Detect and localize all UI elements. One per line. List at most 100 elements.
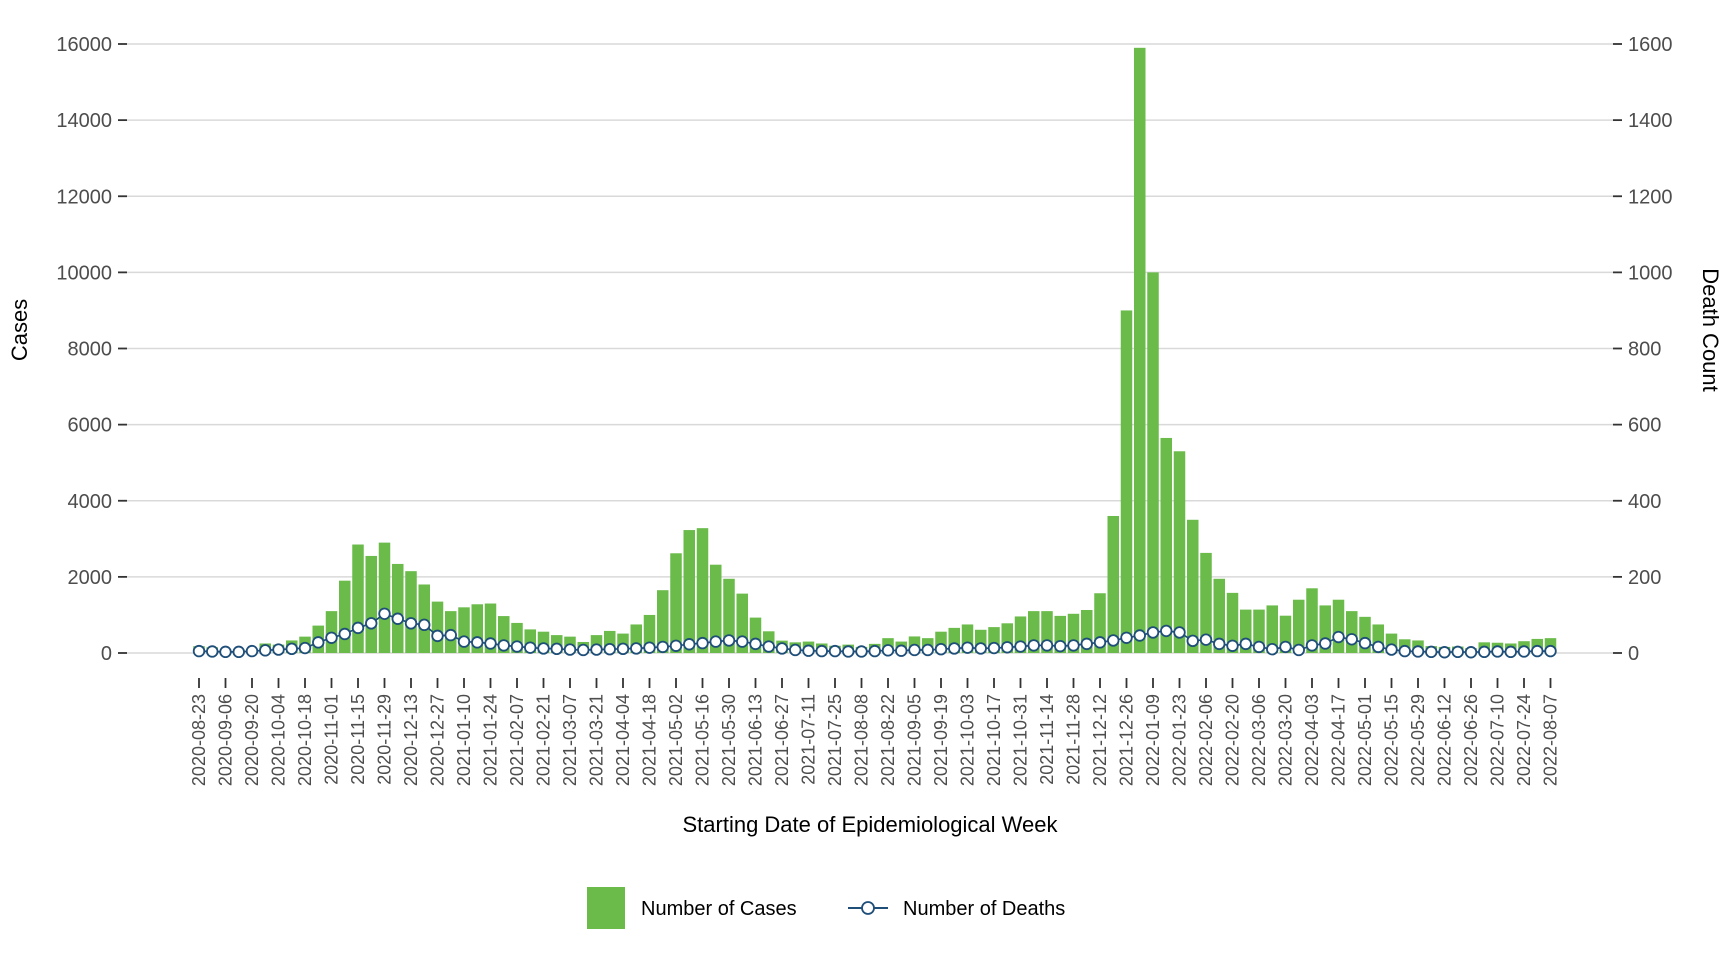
case-bar — [339, 580, 351, 653]
case-bar — [352, 544, 364, 653]
x-axis-tick-label: 2021-10-31 — [1011, 694, 1031, 786]
death-point — [1080, 637, 1093, 651]
case-bar — [1134, 47, 1146, 653]
case-bar — [683, 530, 695, 653]
death-point — [1027, 639, 1040, 652]
death-point — [908, 643, 921, 657]
case-bar — [1319, 605, 1331, 653]
left-axis-tick-label: 2000 — [68, 567, 113, 589]
case-bar — [1372, 624, 1384, 653]
right-axis-title: Death Count — [1698, 268, 1723, 392]
x-axis-tick-label: 2021-07-11 — [799, 694, 819, 785]
death-point — [630, 642, 643, 655]
x-axis-tick-label: 2021-09-05 — [905, 694, 925, 786]
case-bar — [431, 601, 444, 653]
death-point — [206, 645, 219, 658]
x-axis-tick-label: 2021-03-21 — [587, 694, 607, 786]
death-point — [457, 635, 471, 648]
case-bar — [643, 614, 656, 653]
case-bar — [975, 629, 987, 653]
death-point — [1319, 637, 1332, 650]
right-axis-tick-label: 200 — [1628, 567, 1661, 589]
death-point — [1425, 645, 1438, 659]
death-point — [749, 637, 762, 651]
x-axis-tick-label: 2022-04-03 — [1302, 694, 1322, 786]
x-axis-title: Starting Date of Epidemiological Week — [682, 812, 1058, 837]
x-axis-tick-label: 2020-11-01 — [322, 694, 342, 785]
death-point — [365, 617, 378, 630]
x-axis-tick-label: 2022-05-29 — [1408, 694, 1428, 786]
death-point — [232, 645, 245, 659]
case-bar — [1279, 615, 1292, 653]
death-point — [855, 645, 868, 658]
death-point — [722, 634, 736, 647]
death-point — [1398, 644, 1411, 658]
case-bar — [1332, 599, 1345, 653]
x-axis-tick-label: 2021-08-08 — [852, 694, 872, 786]
x-axis-tick-label: 2021-02-21 — [534, 694, 554, 786]
case-bar — [1240, 609, 1252, 653]
x-axis-tick-label: 2022-05-01 — [1355, 694, 1375, 786]
death-point — [510, 640, 524, 653]
x-axis-tick-label: 2021-12-12 — [1090, 694, 1110, 786]
death-line-group — [192, 607, 1557, 659]
death-point — [391, 612, 404, 625]
death-point — [259, 644, 272, 657]
case-bar — [1346, 611, 1358, 653]
x-axis-tick-label: 2022-01-09 — [1143, 694, 1163, 786]
death-point — [590, 643, 603, 656]
death-point — [1531, 644, 1544, 658]
death-point — [338, 627, 351, 641]
death-point — [1160, 624, 1173, 638]
death-point — [1491, 645, 1504, 658]
death-point — [298, 641, 312, 655]
x-axis-tick-label: 2022-05-15 — [1382, 694, 1402, 786]
death-point — [285, 642, 298, 656]
case-bar — [604, 630, 616, 653]
death-point — [762, 640, 775, 653]
left-axis-title: Cases — [7, 299, 32, 361]
x-axis-tick-label: 2020-10-18 — [295, 694, 315, 786]
case-bar — [498, 616, 510, 653]
case-bar — [696, 528, 709, 653]
case-bar — [1067, 613, 1080, 653]
death-point — [1451, 645, 1464, 659]
death-point — [325, 631, 338, 644]
death-point — [577, 643, 590, 657]
x-axis-tick-label: 2022-02-06 — [1196, 694, 1216, 786]
death-point — [524, 641, 537, 654]
case-bar — [1385, 633, 1398, 653]
death-point — [1001, 641, 1014, 654]
death-point — [312, 636, 325, 649]
case-bar — [1359, 616, 1371, 653]
case-bar — [935, 631, 947, 653]
death-point — [537, 642, 550, 655]
case-bar — [630, 624, 642, 653]
x-axis-tick-label: 2021-02-07 — [507, 694, 527, 786]
death-point — [1438, 646, 1451, 659]
case-bar — [1226, 592, 1239, 653]
death-point — [974, 642, 987, 655]
case-bar — [471, 604, 483, 653]
x-axis-tick-label: 2021-10-03 — [958, 694, 978, 786]
left-axis-tick-label: 6000 — [68, 415, 113, 437]
case-bar — [1014, 616, 1027, 653]
case-bar — [961, 624, 974, 653]
left-axis-tick-label: 16000 — [56, 34, 112, 56]
x-axis-tick-label: 2021-09-19 — [931, 694, 951, 786]
case-bar — [1041, 611, 1053, 653]
death-point — [643, 641, 656, 654]
death-point — [709, 635, 722, 648]
death-point — [1411, 645, 1425, 658]
gridlines-group — [127, 43, 1613, 654]
death-point — [1252, 640, 1266, 654]
right-axis-tick-label: 1600 — [1628, 34, 1673, 56]
legend: Number of Cases Number of Deaths — [587, 887, 1065, 929]
case-bars-group — [193, 47, 1557, 653]
axes-group: 0 2000 4000 6000 8000 10000 12000 14000 16000 0 20… — [56, 34, 1672, 786]
death-point — [418, 618, 431, 632]
death-point — [1544, 644, 1557, 658]
death-point — [1067, 639, 1080, 652]
x-axis-tick-label: 2022-08-07 — [1541, 694, 1561, 786]
left-axis-tick-label: 12000 — [56, 186, 112, 208]
